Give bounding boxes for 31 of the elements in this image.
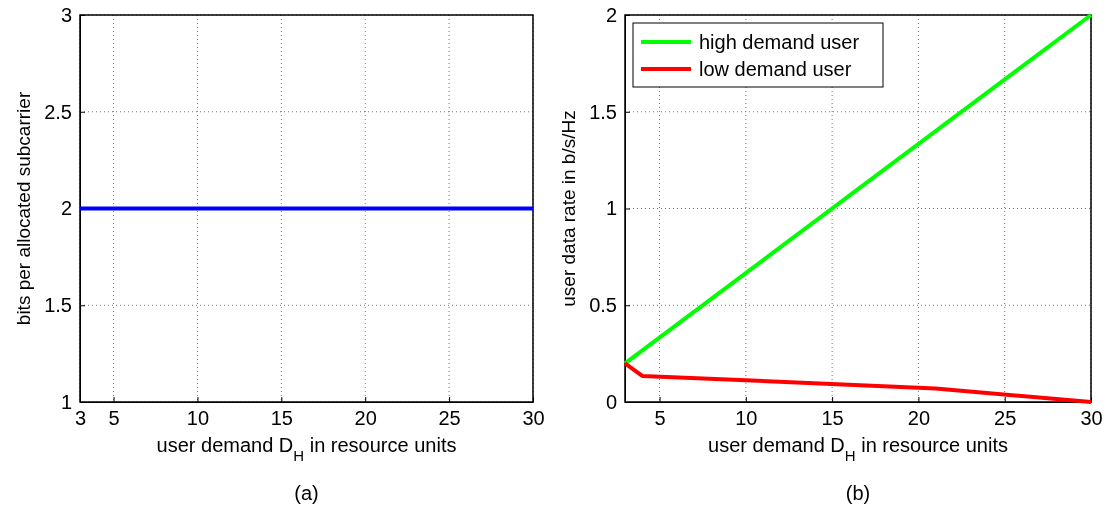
legend-label: low demand user bbox=[699, 58, 852, 80]
x-tick-label: 5 bbox=[654, 407, 666, 430]
y-tick-label: 0 bbox=[605, 390, 617, 413]
x-axis-title: user demand D$_{H}$ in resource units bbox=[156, 434, 457, 464]
y-tick-label: 1.5 bbox=[44, 294, 72, 317]
y-axis-title: user data rate in b/s/Hz bbox=[558, 110, 579, 307]
x-tick-label: 30 bbox=[522, 407, 545, 430]
x-tick-label: 15 bbox=[821, 407, 844, 430]
text: (b) bbox=[845, 482, 871, 504]
y-tick-label: 1 bbox=[60, 390, 72, 413]
x-tick-label: 20 bbox=[907, 407, 931, 430]
y-tick-label: 2 bbox=[60, 197, 72, 220]
y-tick-label: 3 bbox=[60, 3, 72, 26]
x-tick-label: 15 bbox=[270, 407, 293, 430]
x-tick-label: 25 bbox=[994, 407, 1017, 430]
x-tick-label: 25 bbox=[438, 407, 461, 430]
x-tick-label: 10 bbox=[186, 407, 210, 430]
x-tick-label: 30 bbox=[1080, 407, 1103, 430]
x-tick-label: 3 bbox=[74, 407, 87, 430]
x-tick-label: 20 bbox=[354, 407, 377, 430]
y-tick-label: 2.5 bbox=[44, 100, 72, 123]
x-tick-label: 10 bbox=[735, 407, 758, 430]
text: (a) bbox=[294, 482, 319, 504]
y-tick-label: 1 bbox=[605, 197, 617, 220]
y-tick-label: 2 bbox=[605, 3, 617, 26]
x-tick-label: 5 bbox=[108, 407, 120, 430]
y-tick-label: 1.5 bbox=[589, 100, 617, 123]
y-axis-title: bits per allocated subcarrier bbox=[13, 91, 34, 326]
y-tick-label: 0.5 bbox=[589, 294, 617, 317]
x-axis-title: user demand D$_{H}$ in resource units bbox=[708, 434, 1008, 464]
legend-label: high demand user bbox=[699, 31, 860, 53]
